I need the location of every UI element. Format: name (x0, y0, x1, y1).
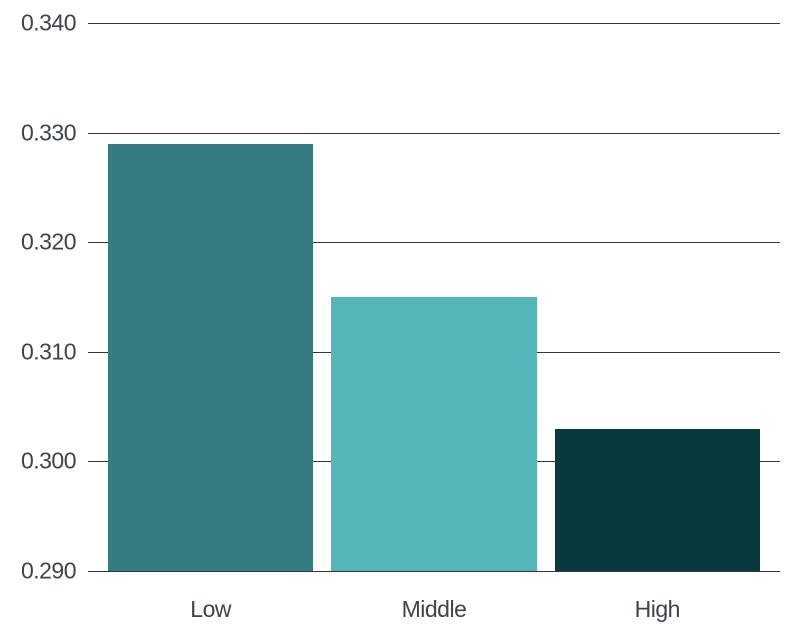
y-tick-label: 0.290 (20, 557, 77, 584)
gridline (88, 23, 780, 24)
y-tick-label: 0.330 (20, 119, 77, 146)
y-tick-label: 0.300 (20, 447, 77, 474)
x-axis-label: High (634, 596, 681, 622)
gridline (88, 242, 780, 244)
gridline (88, 132, 780, 134)
x-axis-label: Middle (401, 596, 467, 622)
y-tick-label: 0.310 (20, 338, 77, 365)
bar-low (108, 143, 314, 571)
gridline (88, 571, 780, 572)
y-tick-label: 0.340 (20, 9, 77, 36)
y-tick-label: 0.320 (20, 228, 77, 255)
bar-high (554, 428, 760, 571)
bar-middle (331, 297, 537, 571)
x-axis-label: Low (190, 596, 232, 622)
